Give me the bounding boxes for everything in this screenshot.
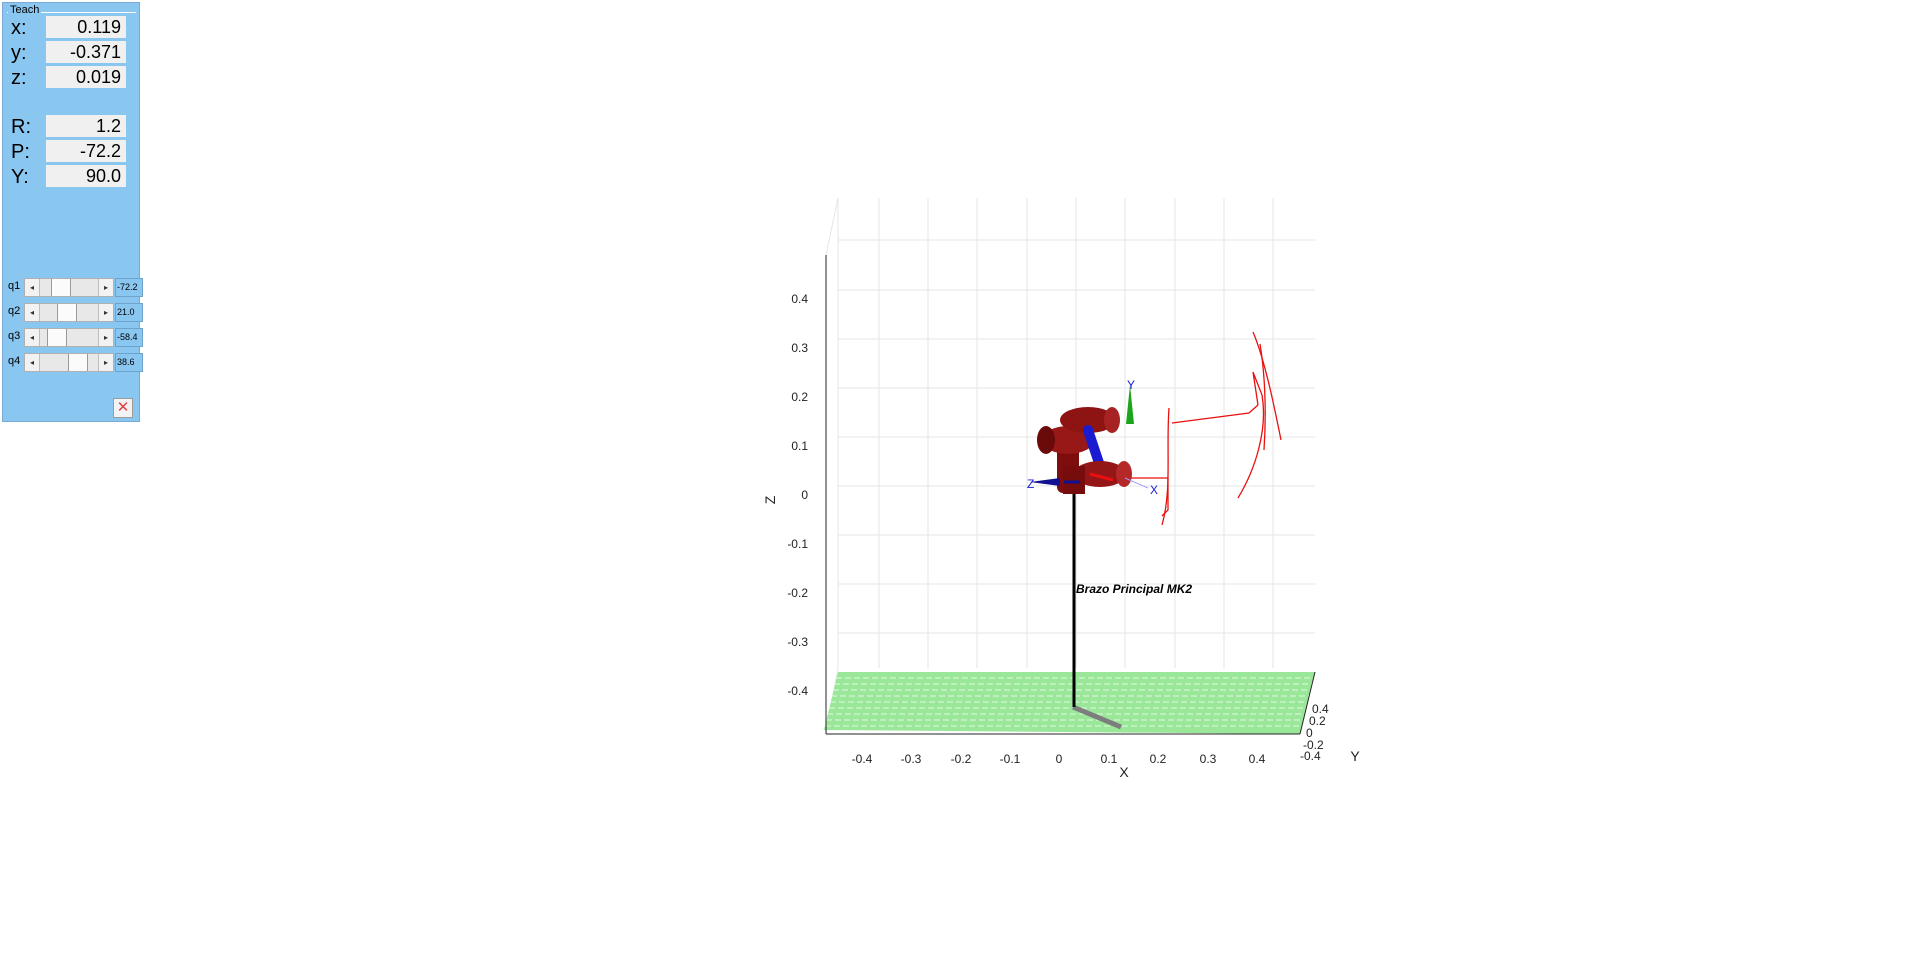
y-axis-label: Y: [1350, 748, 1360, 764]
joint-q3-slider[interactable]: ◂ ▸: [24, 328, 114, 347]
pose-yaw-label: Y:: [11, 166, 29, 188]
pose-z-value: 0.019: [46, 66, 126, 88]
slider-left-arrow-icon[interactable]: ◂: [25, 329, 40, 346]
robot-arm: [1037, 407, 1132, 494]
joint-q2-row: q2 ◂ ▸ 21.0: [6, 301, 143, 323]
z-axis-ticks: 0.4 0.3 0.2 0.1 0 -0.1 -0.2 -0.3 -0.4: [787, 292, 808, 698]
close-button[interactable]: ✕: [113, 398, 133, 418]
z-tick: -0.1: [787, 537, 808, 551]
plot-axes: [825, 255, 1316, 735]
panel-title: Teach: [8, 4, 42, 16]
x-tick: 0.2: [1150, 752, 1167, 766]
joint-q1-value[interactable]: -72.2: [115, 278, 143, 297]
slider-right-arrow-icon[interactable]: ▸: [98, 329, 113, 346]
pose-pitch-label: P:: [11, 141, 30, 163]
slider-thumb[interactable]: [57, 304, 77, 321]
x-axis-ticks: -0.4 -0.3 -0.2 -0.1 0 0.1 0.2 0.3 0.4: [852, 752, 1266, 766]
z-tick: -0.3: [787, 635, 808, 649]
x-tick: -0.1: [1000, 752, 1021, 766]
joint-q1-slider[interactable]: ◂ ▸: [24, 278, 114, 297]
pose-z-label: z:: [11, 67, 27, 89]
joint-q4-label: q4: [8, 355, 21, 367]
joint-q2-value[interactable]: 21.0: [115, 303, 143, 322]
joint-q3-label: q3: [8, 330, 21, 342]
x-tick: 0.3: [1200, 752, 1217, 766]
slider-thumb[interactable]: [47, 329, 67, 346]
x-tick: 0.4: [1249, 752, 1266, 766]
teach-panel: Teach x: 0.119 y: -0.371 z: 0.019 R: 1.2…: [2, 2, 143, 422]
pose-pitch-row: P: -72.2: [9, 140, 129, 162]
y-tick: 0.4: [1312, 702, 1329, 716]
x-tick: 0: [1056, 752, 1063, 766]
z-tick: 0.1: [791, 439, 808, 453]
y-axis-ticks: 0.4 0.2 0 -0.2 -0.4: [1300, 702, 1329, 763]
robot-base: [1072, 487, 1122, 730]
z-tick: 0.2: [791, 390, 808, 404]
panel-frame: [7, 12, 136, 13]
joint-q1-label: q1: [8, 280, 21, 292]
pose-y-row: y: -0.371: [9, 41, 129, 63]
joint-q4-slider[interactable]: ◂ ▸: [24, 353, 114, 372]
joint-q4-row: q4 ◂ ▸ 38.6: [6, 351, 143, 373]
z-tick: -0.4: [787, 684, 808, 698]
slider-left-arrow-icon[interactable]: ◂: [25, 304, 40, 321]
y-tick: -0.4: [1300, 749, 1321, 763]
frame-y-label: Y: [1127, 378, 1135, 392]
z-tick: 0.4: [791, 292, 808, 306]
slider-thumb[interactable]: [51, 279, 71, 296]
trajectory-path: [1112, 331, 1282, 526]
tool-frame: Y Z X: [1027, 378, 1158, 497]
y-tick: 0.2: [1309, 714, 1326, 728]
pose-yaw-value: 90.0: [46, 165, 126, 187]
pose-pitch-value: -72.2: [46, 140, 126, 162]
slider-right-arrow-icon[interactable]: ▸: [98, 279, 113, 296]
pose-roll-label: R:: [11, 116, 31, 138]
joint-q2-slider[interactable]: ◂ ▸: [24, 303, 114, 322]
x-axis-label: X: [1119, 764, 1129, 780]
slider-thumb[interactable]: [67, 354, 88, 371]
x-tick: -0.3: [901, 752, 922, 766]
joint-q2-label: q2: [8, 305, 21, 317]
y-tick: 0: [1306, 726, 1313, 740]
x-tick: 0.1: [1101, 752, 1118, 766]
floor-plane: [824, 672, 1315, 734]
joint-q1-row: q1 ◂ ▸ -72.2: [6, 276, 143, 298]
robot-name-label: Brazo Principal MK2: [1076, 582, 1192, 596]
pose-yaw-row: Y: 90.0: [9, 165, 129, 187]
joint-q3-value[interactable]: -58.4: [115, 328, 143, 347]
pose-y-value: -0.371: [46, 41, 126, 63]
z-axis-label: Z: [762, 495, 778, 504]
slider-left-arrow-icon[interactable]: ◂: [25, 354, 40, 371]
frame-x-label: X: [1150, 483, 1158, 497]
z-tick: 0: [801, 488, 808, 502]
slider-right-arrow-icon[interactable]: ▸: [98, 304, 113, 321]
pose-z-row: z: 0.019: [9, 66, 129, 88]
x-tick: -0.2: [951, 752, 972, 766]
slider-left-arrow-icon[interactable]: ◂: [25, 279, 40, 296]
frame-z-label: Z: [1027, 477, 1034, 491]
pose-x-row: x: 0.119: [9, 16, 129, 38]
pose-roll-value: 1.2: [46, 115, 126, 137]
joint-q3-row: q3 ◂ ▸ -58.4: [6, 326, 143, 348]
pose-roll-row: R: 1.2: [9, 115, 129, 137]
pose-x-value: 0.119: [46, 16, 126, 38]
pose-x-label: x:: [11, 17, 27, 39]
pose-y-label: y:: [11, 42, 27, 64]
x-tick: -0.4: [852, 752, 873, 766]
joint-q4-value[interactable]: 38.6: [115, 353, 143, 372]
y-tick: -0.2: [1303, 738, 1324, 752]
x-close-icon: ✕: [116, 399, 130, 416]
z-tick: 0.3: [791, 341, 808, 355]
z-tick: -0.2: [787, 586, 808, 600]
slider-right-arrow-icon[interactable]: ▸: [98, 354, 113, 371]
